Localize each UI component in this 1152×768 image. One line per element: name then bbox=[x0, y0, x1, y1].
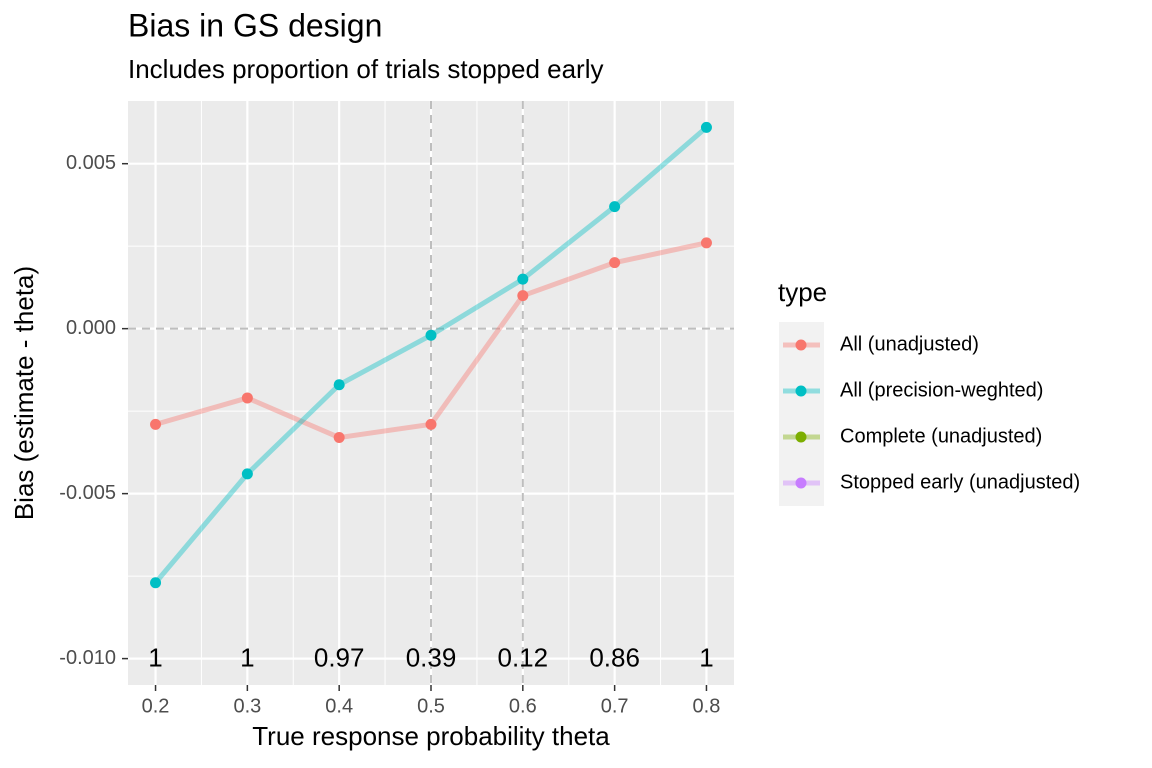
chart-subtitle: Includes proportion of trials stopped ea… bbox=[128, 54, 604, 84]
legend-label: Stopped early (unadjusted) bbox=[840, 471, 1080, 493]
legend-label: All (unadjusted) bbox=[840, 333, 979, 355]
data-point bbox=[609, 201, 621, 213]
x-tick-label: 0.2 bbox=[142, 695, 170, 717]
annotation: 1 bbox=[148, 642, 162, 672]
chart-title: Bias in GS design bbox=[128, 7, 382, 43]
annotation: 0.86 bbox=[589, 642, 640, 672]
x-axis-title: True response probability theta bbox=[252, 721, 610, 751]
annotation: 0.39 bbox=[406, 642, 457, 672]
legend-label: All (precision-weghted) bbox=[840, 379, 1043, 401]
data-point bbox=[425, 329, 437, 341]
y-axis-title: Bias (estimate - theta) bbox=[9, 266, 39, 520]
x-tick-label: 0.5 bbox=[417, 695, 445, 717]
data-point bbox=[517, 273, 529, 285]
x-tick-label: 0.3 bbox=[233, 695, 261, 717]
annotation: 1 bbox=[699, 642, 713, 672]
data-point bbox=[150, 577, 162, 589]
x-tick-label: 0.7 bbox=[601, 695, 629, 717]
legend-key bbox=[795, 385, 807, 397]
x-tick-label: 0.8 bbox=[693, 695, 721, 717]
data-point bbox=[609, 257, 621, 269]
annotation: 0.12 bbox=[498, 642, 549, 672]
legend-label: Complete (unadjusted) bbox=[840, 425, 1042, 447]
data-point bbox=[333, 379, 345, 391]
data-point bbox=[333, 432, 345, 444]
data-point bbox=[700, 121, 712, 133]
data-point bbox=[517, 290, 529, 302]
legend-key-background bbox=[779, 322, 824, 506]
annotation: 1 bbox=[240, 642, 254, 672]
y-tick-label: -0.010 bbox=[59, 647, 116, 669]
data-point bbox=[700, 237, 712, 249]
x-tick-label: 0.6 bbox=[509, 695, 537, 717]
data-point bbox=[241, 392, 253, 404]
data-point bbox=[241, 468, 253, 480]
y-tick-label: 0.000 bbox=[66, 317, 116, 339]
data-point bbox=[425, 418, 437, 430]
data-point bbox=[150, 418, 162, 430]
legend-key bbox=[795, 431, 807, 443]
y-tick-label: 0.005 bbox=[66, 152, 116, 174]
y-tick-label: -0.005 bbox=[59, 482, 116, 504]
legend-title: type bbox=[778, 277, 827, 307]
x-tick-label: 0.4 bbox=[325, 695, 353, 717]
legend-key bbox=[795, 339, 807, 351]
annotation: 0.97 bbox=[314, 642, 365, 672]
legend-key bbox=[795, 477, 807, 489]
